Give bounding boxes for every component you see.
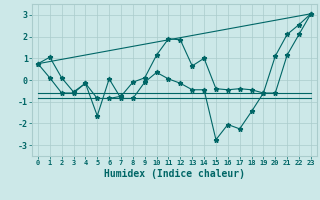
X-axis label: Humidex (Indice chaleur): Humidex (Indice chaleur) [104,169,245,179]
